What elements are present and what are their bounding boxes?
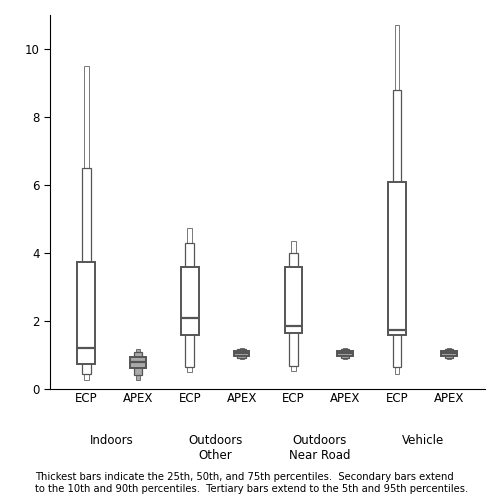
- Bar: [240, 348, 244, 359]
- Bar: [188, 228, 192, 372]
- Text: Indoors: Indoors: [90, 434, 134, 447]
- Bar: [341, 349, 349, 358]
- Bar: [284, 267, 302, 333]
- Bar: [234, 351, 250, 356]
- Bar: [444, 349, 453, 358]
- Bar: [130, 357, 146, 368]
- Bar: [392, 90, 402, 367]
- Bar: [186, 243, 194, 367]
- Bar: [343, 348, 347, 359]
- Bar: [446, 348, 451, 359]
- Bar: [134, 352, 142, 375]
- Bar: [78, 261, 95, 364]
- Bar: [441, 351, 456, 356]
- Bar: [338, 351, 353, 356]
- Bar: [84, 66, 88, 380]
- Bar: [181, 267, 198, 335]
- Bar: [82, 168, 90, 374]
- Bar: [291, 241, 296, 370]
- Bar: [388, 182, 406, 335]
- Bar: [238, 349, 246, 358]
- Text: Vehicle: Vehicle: [402, 434, 444, 447]
- Text: Outdoors
Other: Outdoors Other: [188, 434, 243, 462]
- Bar: [394, 25, 400, 374]
- Bar: [136, 349, 140, 380]
- Text: Thickest bars indicate the 25th, 50th, and 75th percentiles.  Secondary bars ext: Thickest bars indicate the 25th, 50th, a…: [35, 473, 468, 494]
- Bar: [289, 253, 298, 366]
- Text: Outdoors
Near Road: Outdoors Near Road: [288, 434, 350, 462]
